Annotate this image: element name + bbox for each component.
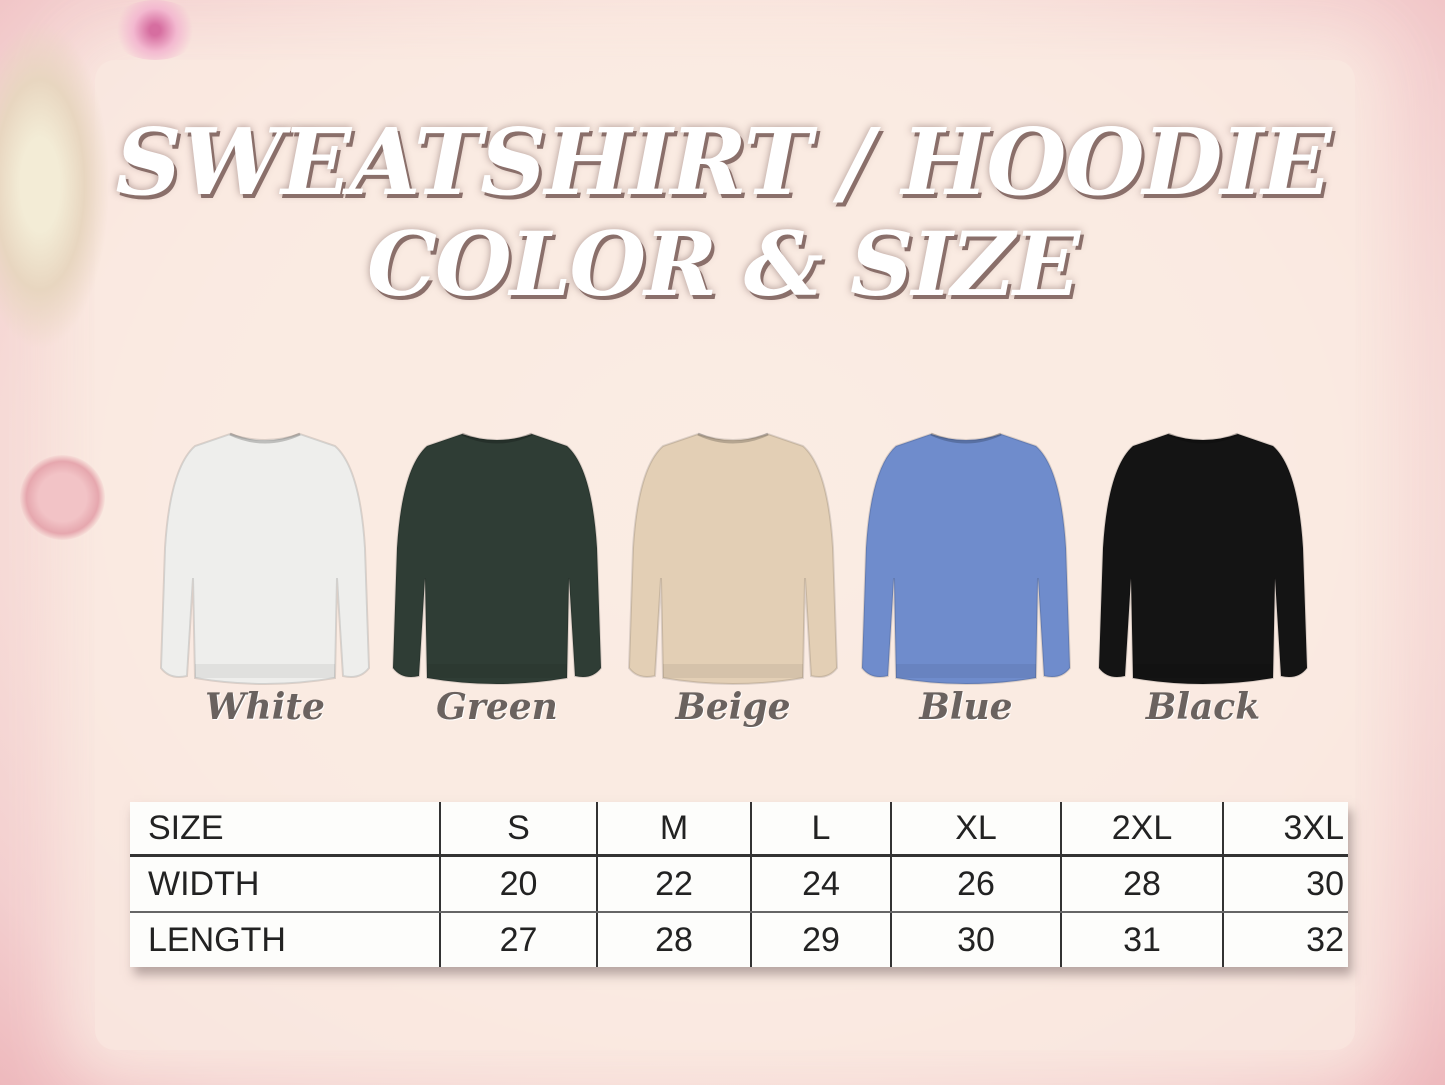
- sweatshirt-green-image: [387, 428, 607, 688]
- header-cell: L: [750, 802, 891, 857]
- color-label: Black: [1145, 686, 1261, 728]
- cell: 26: [890, 855, 1061, 913]
- flower-decoration: [110, 0, 200, 60]
- header-cell: S: [439, 802, 597, 857]
- cell: 22: [596, 855, 751, 913]
- cell: 28: [596, 912, 751, 967]
- cell: 20: [439, 855, 597, 913]
- header-cell: SIZE: [130, 802, 440, 857]
- header-cell: XL: [890, 802, 1061, 857]
- cell: 30: [890, 912, 1061, 967]
- button-decoration: [20, 455, 105, 540]
- row-label: LENGTH: [148, 920, 286, 959]
- header-cell: 2XL: [1060, 802, 1223, 857]
- table-row-width: WIDTH 20 22 24 26 28 30: [130, 855, 1348, 913]
- sweatshirt-white-image: [155, 428, 375, 688]
- cell: 24: [750, 855, 891, 913]
- sweatshirt-black-image: [1093, 428, 1313, 688]
- color-label: White: [205, 686, 325, 728]
- page-title-line2: COLOR & SIZE: [366, 212, 1080, 316]
- table-header-row: SIZE S M L XL 2XL 3XL: [130, 802, 1348, 857]
- color-label: Blue: [919, 686, 1013, 728]
- cell: 28: [1060, 855, 1223, 913]
- cell: 27: [439, 912, 597, 967]
- table-row-length: LENGTH 27 28 29 30 31 32: [130, 912, 1348, 967]
- header-cell: M: [596, 802, 751, 857]
- flower-decoration: [0, 20, 110, 350]
- page-title-line1: SWEATSHIRT / HOODIE: [115, 108, 1331, 216]
- cell: 31: [1060, 912, 1223, 967]
- cell: 32: [1222, 912, 1348, 967]
- cell: 29: [750, 912, 891, 967]
- sweatshirt-blue-image: [856, 428, 1076, 688]
- color-label: Beige: [675, 686, 791, 728]
- cell: 30: [1222, 855, 1348, 913]
- header-cell: 3XL: [1222, 802, 1348, 857]
- sweatshirt-beige-image: [623, 428, 843, 688]
- color-label: Green: [436, 686, 558, 728]
- row-label: WIDTH: [130, 855, 440, 913]
- size-table: SIZE S M L XL 2XL 3XL WIDTH 20 22 24 26 …: [130, 802, 1348, 967]
